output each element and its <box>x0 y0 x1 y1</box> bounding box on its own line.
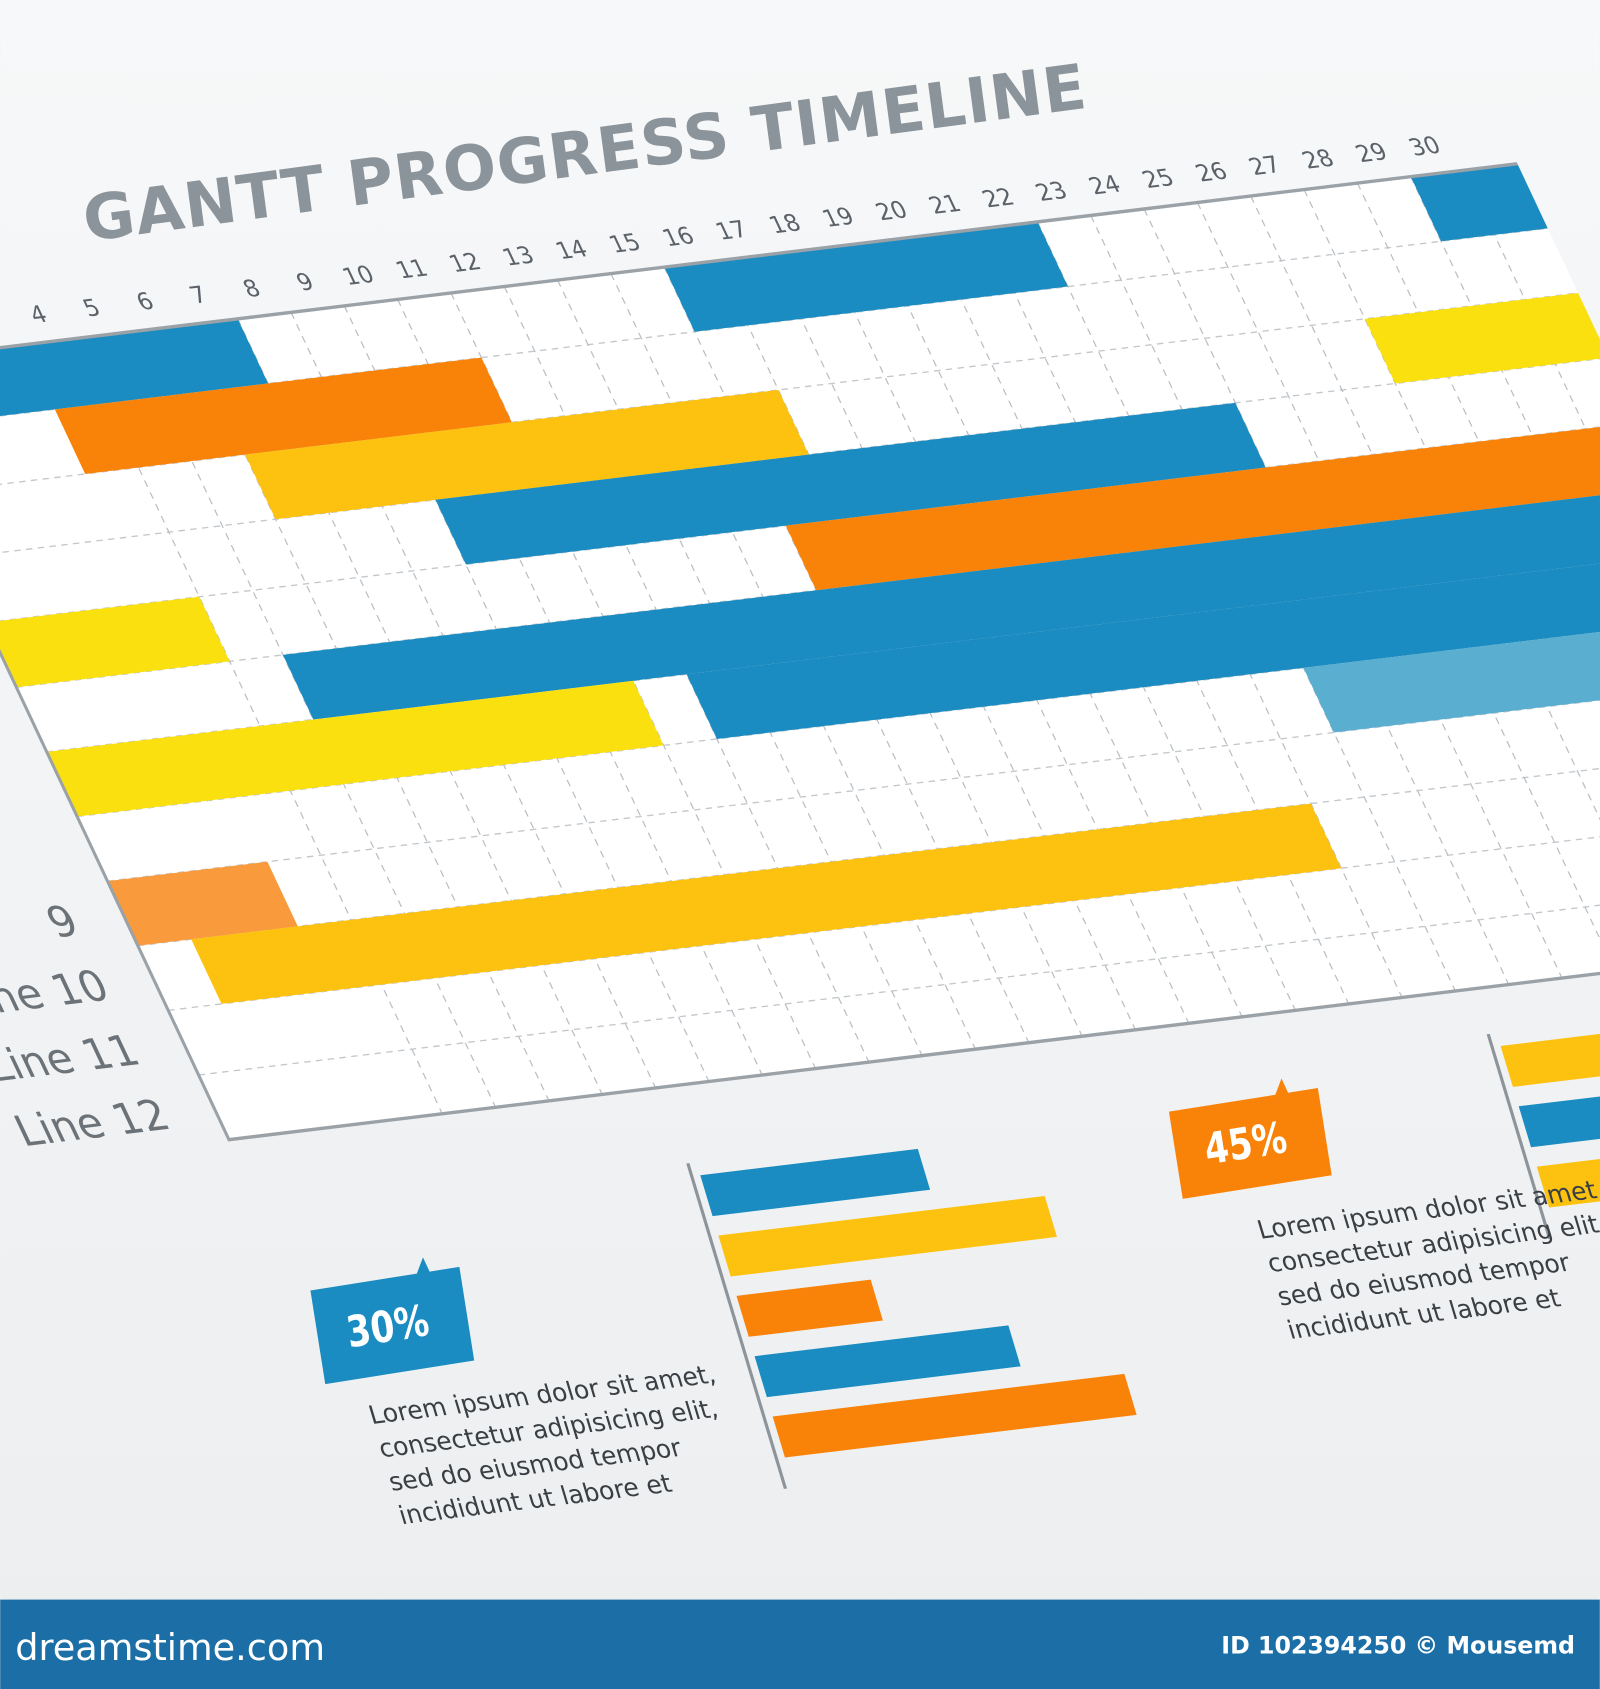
task-bar <box>107 861 298 946</box>
badge-shape <box>310 1257 475 1385</box>
grid-line <box>1196 202 1563 979</box>
mini-bar <box>772 1373 1137 1458</box>
plot-border <box>0 162 1519 366</box>
task-bar <box>1364 292 1600 384</box>
mini-bar <box>700 1148 931 1217</box>
mini-chart <box>686 1148 1137 1489</box>
row-line <box>198 874 1600 1076</box>
mini-chart <box>1486 1019 1600 1239</box>
task-bar <box>0 596 230 688</box>
badge: 30% <box>310 1257 475 1385</box>
footer-site: dreamstime.com <box>15 1626 325 1669</box>
task-bar <box>686 551 1600 739</box>
task-bar <box>245 389 809 520</box>
task-bar <box>46 680 664 817</box>
footer-bar <box>0 1599 1600 1689</box>
mini-bar <box>718 1196 1057 1277</box>
task-bar <box>191 803 1342 1004</box>
mini-bar <box>1536 1140 1600 1208</box>
task-bar <box>1410 163 1548 242</box>
mini-bar <box>1518 1079 1600 1148</box>
plot-border <box>0 363 1600 1142</box>
mini-bar <box>1500 1019 1600 1087</box>
mini-bar <box>736 1279 883 1337</box>
task-bar <box>0 318 269 429</box>
mini-axis <box>686 1163 788 1489</box>
grid-line <box>1090 215 1456 992</box>
badge-shape <box>1168 1078 1332 1199</box>
grid-line <box>1143 208 1510 985</box>
task-bar <box>664 221 1068 332</box>
task-bar <box>785 422 1600 591</box>
task-bar <box>54 357 512 474</box>
mini-axis <box>1486 1033 1552 1239</box>
footer-credit: ID 102394250 © Mousemd <box>1221 1631 1575 1659</box>
task-bar <box>435 402 1266 565</box>
mini-bar <box>754 1325 1021 1398</box>
task-bar <box>282 486 1600 720</box>
badge: 45% <box>1168 1078 1332 1199</box>
grid-line <box>1250 195 1600 972</box>
task-bar <box>1303 616 1600 733</box>
